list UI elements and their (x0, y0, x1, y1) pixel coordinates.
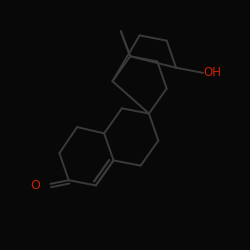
Text: O: O (30, 179, 40, 192)
Text: OH: OH (203, 66, 221, 80)
